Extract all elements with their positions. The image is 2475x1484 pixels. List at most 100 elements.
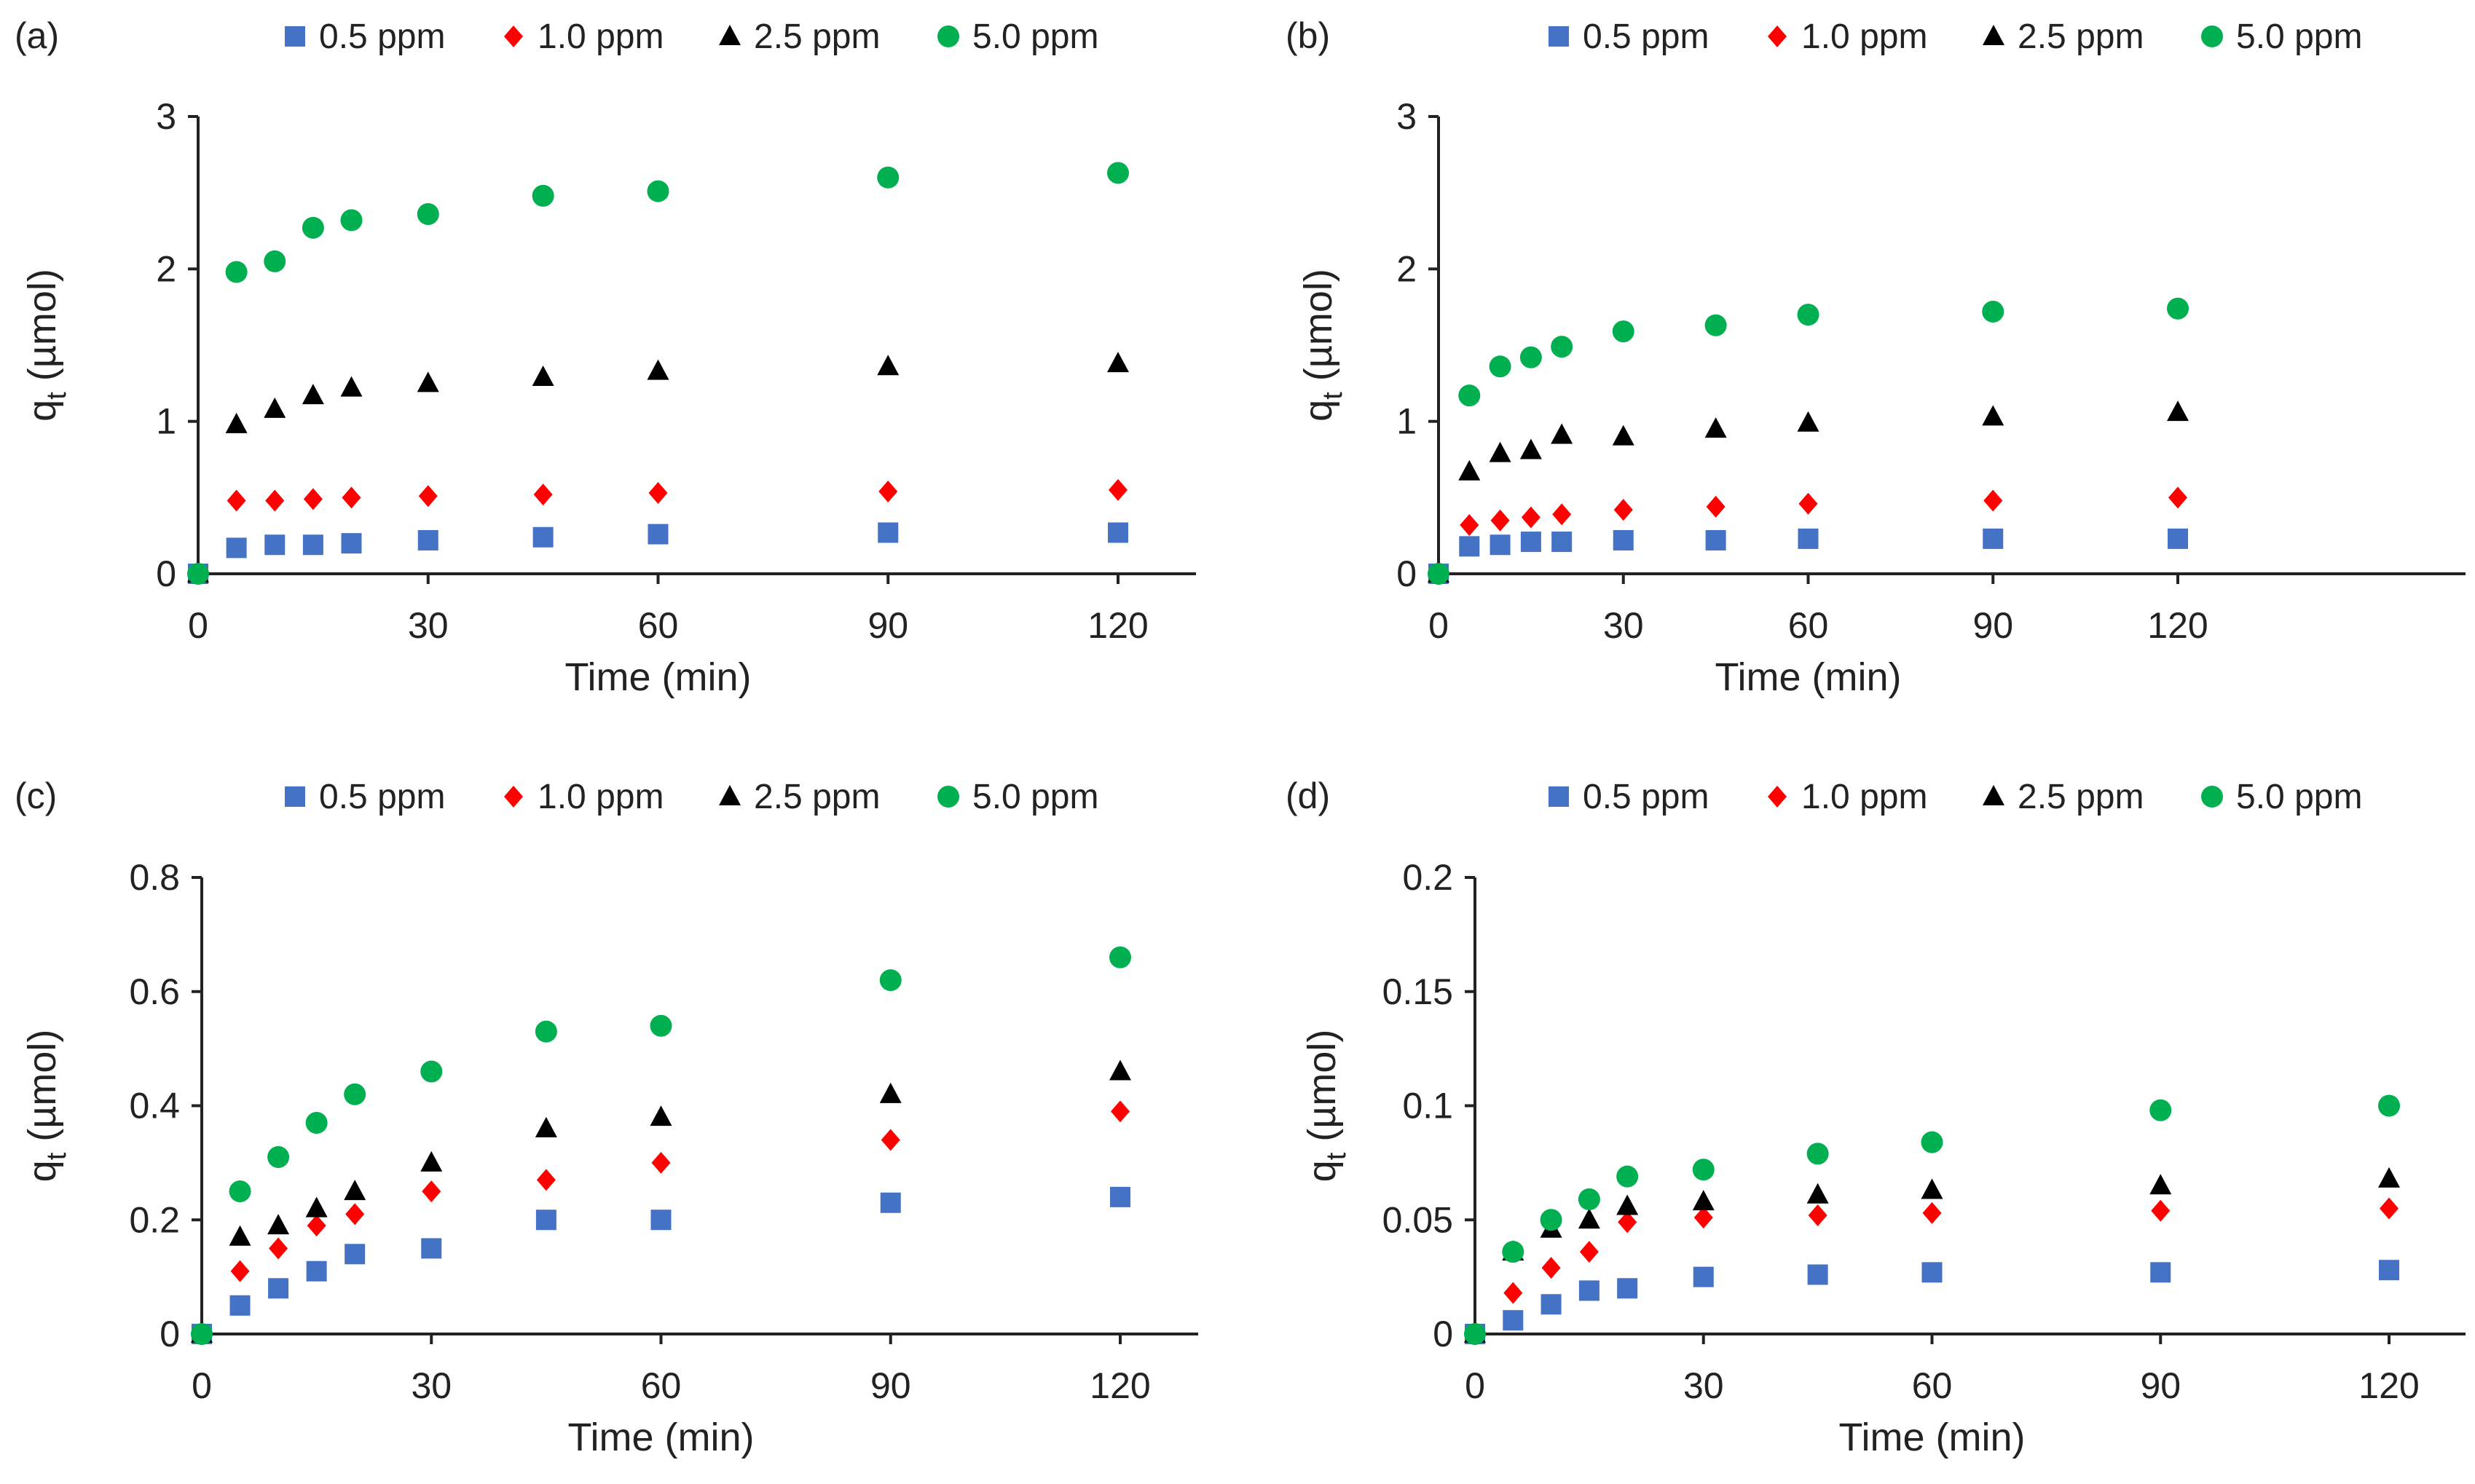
data-point-circle	[1806, 1142, 1829, 1165]
data-point-diamond	[269, 1237, 288, 1260]
x-tick-label: 120	[2147, 605, 2208, 646]
data-point-diamond	[651, 1151, 671, 1174]
data-point-square	[2150, 1262, 2171, 1283]
y-axis-title-unit: (µmol)	[1296, 269, 1340, 392]
legend-entry: 1.0 ppm	[1801, 17, 1927, 56]
data-point-triangle	[1519, 438, 1542, 459]
legend-entry: 1.0 ppm	[538, 17, 664, 56]
data-point-circle	[1797, 304, 1819, 326]
y-axis-title-sub: t	[42, 1152, 72, 1160]
data-point-square	[1578, 1280, 1599, 1301]
y-tick-label: 0	[156, 553, 176, 594]
data-point-square	[1541, 1294, 1562, 1315]
data-point-diamond	[2380, 1197, 2399, 1220]
data-point-diamond	[1541, 1257, 1561, 1279]
data-point-circle	[2378, 1094, 2400, 1117]
data-point-triangle	[1806, 1183, 1829, 1204]
data-point-square	[1490, 534, 1511, 556]
data-point-triangle	[650, 1105, 672, 1126]
data-point-diamond	[418, 485, 438, 508]
data-point-triangle	[877, 355, 900, 376]
data-point-circle	[647, 180, 669, 202]
data-point-circle	[302, 216, 324, 239]
data-point-triangle	[1551, 423, 1573, 444]
data-point-circle	[2149, 1099, 2172, 1121]
data-point-triangle	[1921, 1178, 1943, 1199]
legend-marker-square	[1549, 26, 1569, 47]
data-point-square	[880, 1192, 901, 1213]
data-point-circle	[229, 1180, 251, 1203]
x-tick-label: 0	[1428, 605, 1449, 646]
y-tick-label: 0.2	[1402, 857, 1453, 898]
x-tick-label: 0	[1465, 1365, 1485, 1406]
data-point-triangle	[267, 1214, 290, 1235]
data-point-diamond	[1706, 495, 1726, 518]
y-axis-title-main: q	[1296, 400, 1340, 422]
data-point-square	[650, 1209, 672, 1231]
data-point-triangle	[1704, 417, 1727, 438]
data-point-diamond	[303, 488, 323, 510]
data-point-circle	[225, 261, 248, 283]
data-point-triangle	[2167, 400, 2189, 422]
x-tick-label: 120	[1090, 1365, 1150, 1406]
chart-panel-d: (d) 0.5 ppm 1.0 ppm 2.5 ppm 5.0 ppm 0 0.05 0.1 0…	[1286, 775, 2466, 1459]
data-point-circle	[187, 563, 209, 585]
x-tick-label: 60	[641, 1365, 682, 1406]
data-point-square	[535, 1209, 556, 1231]
data-point-square	[1110, 1186, 1130, 1207]
data-point-triangle	[302, 384, 324, 405]
data-point-triangle	[1109, 1059, 1131, 1081]
data-point-diamond	[227, 489, 246, 512]
data-point-triangle	[879, 1082, 902, 1103]
panel-label: (b)	[1286, 15, 1330, 56]
y-tick-label: 0.05	[1382, 1199, 1453, 1240]
data-point-circle	[1612, 320, 1634, 343]
y-tick-label: 3	[1396, 96, 1417, 137]
data-point-circle	[877, 166, 900, 189]
legend-marker-triangle	[719, 25, 741, 45]
x-tick-label: 30	[1603, 605, 1644, 646]
data-point-diamond	[1613, 499, 1633, 521]
data-point-circle	[1489, 355, 1511, 378]
legend-entry: 1.0 ppm	[538, 778, 664, 816]
data-point-circle	[340, 209, 363, 232]
data-point-diamond	[648, 482, 668, 505]
data-point-diamond	[230, 1260, 250, 1282]
y-tick-label: 0.1	[1402, 1086, 1453, 1126]
data-point-diamond	[342, 486, 361, 509]
y-tick-label: 0.8	[129, 857, 180, 898]
data-point-square	[302, 534, 323, 556]
y-tick-label: 0	[1433, 1314, 1453, 1354]
data-point-triangle	[417, 371, 439, 392]
data-point-circle	[1458, 384, 1481, 407]
legend-marker-triangle	[1983, 25, 2004, 45]
legend-entry: 1.0 ppm	[1801, 778, 1927, 816]
data-point-diamond	[1503, 1282, 1523, 1304]
data-point-square	[1617, 1278, 1638, 1299]
data-point-square	[345, 1244, 366, 1265]
data-point-circle	[1428, 563, 1449, 585]
data-point-diamond	[265, 489, 285, 512]
data-point-triangle	[647, 359, 669, 380]
data-point-square	[1798, 528, 1819, 549]
data-point-triangle	[2149, 1174, 2172, 1195]
y-axis-title-sub: t	[1321, 1152, 1352, 1160]
legend-marker-square	[285, 26, 305, 47]
data-point-square	[1807, 1264, 1828, 1285]
x-tick-label: 0	[188, 605, 208, 646]
data-point-square	[1503, 1310, 1524, 1331]
data-point-square	[532, 526, 554, 548]
data-point-triangle	[1616, 1194, 1639, 1215]
data-point-circle	[1982, 300, 2004, 323]
legend-entry: 5.0 ppm	[2236, 17, 2362, 56]
data-point-square	[229, 1295, 251, 1316]
data-point-circle	[532, 184, 554, 207]
y-axis-title-unit: (µmol)	[20, 1030, 64, 1153]
data-point-diamond	[1521, 506, 1541, 529]
legend-entry: 2.5 ppm	[754, 778, 880, 816]
data-point-diamond	[533, 484, 553, 506]
data-point-triangle	[1692, 1190, 1715, 1211]
data-point-circle	[1578, 1188, 1600, 1211]
y-tick-label: 0.2	[129, 1199, 180, 1240]
